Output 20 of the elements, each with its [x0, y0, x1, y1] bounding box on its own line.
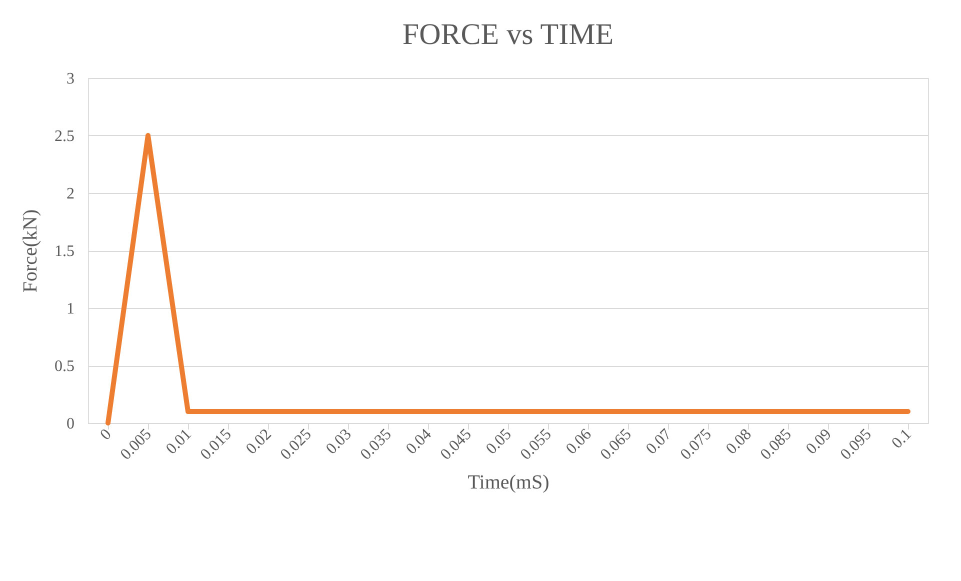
y-tick-label: 0.5: [54, 358, 74, 375]
y-tick-label: 1.5: [54, 243, 74, 260]
x-tick-label: 0.01: [163, 426, 195, 458]
y-tick-label: 2.5: [54, 128, 74, 145]
x-tick-label: 0: [97, 426, 115, 444]
y-tick-label: 1: [66, 300, 74, 318]
x-tick-label: 0.05: [483, 426, 515, 458]
y-axis-title: Force(kN): [20, 209, 42, 293]
x-tick-label: 0.04: [403, 426, 435, 458]
x-tick-label: 0.06: [563, 426, 595, 458]
x-tick-label: 0.08: [723, 426, 755, 458]
chart-title: FORCE vs TIME: [402, 18, 614, 51]
x-tick-label: 0.02: [243, 426, 275, 458]
x-axis-title: Time(mS): [468, 472, 550, 494]
x-tick-label: 0.09: [803, 426, 835, 458]
y-tick-label: 3: [66, 70, 74, 88]
y-tick-label: 2: [66, 186, 74, 202]
x-tick-label: 0.03: [323, 426, 355, 458]
x-tick-label: 0.1: [888, 426, 915, 452]
x-tick-label: 0.07: [643, 426, 675, 458]
